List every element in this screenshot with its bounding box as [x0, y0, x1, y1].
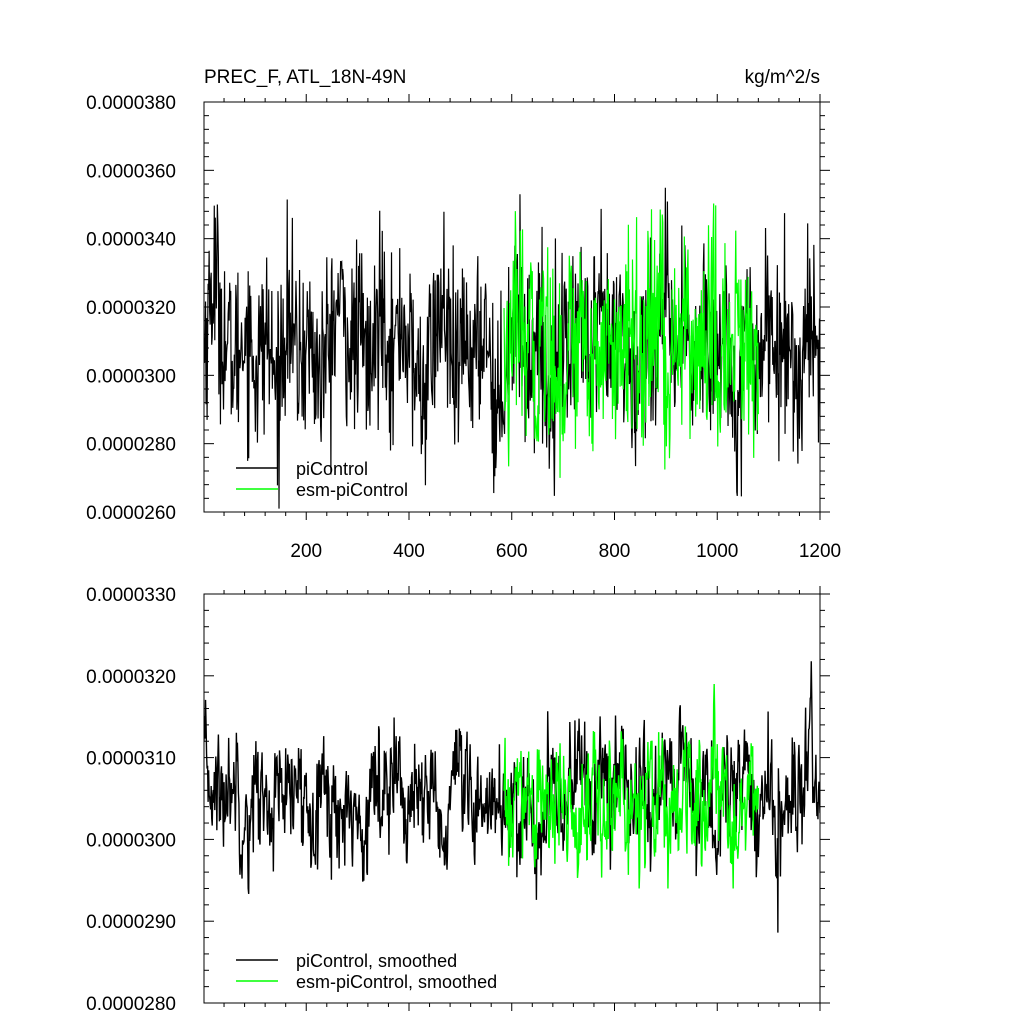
y-tick-label: 0.0000280 [86, 994, 176, 1015]
y-tick-label: 0.0000310 [86, 749, 176, 770]
bottom-panel: 0.0000280 0.0000290 0.0000300 0.0000310 0.00… [86, 585, 830, 1015]
x-tick-label: 1200 [799, 541, 841, 562]
series-line-esm-picontrol [503, 203, 759, 478]
top-panel: 200 400 600 800 1000 1200 0.0000260 0.0000280 0.… [86, 93, 841, 562]
y-tick-label: 0.0000320 [86, 298, 176, 319]
y-tick-label: 0.0000340 [86, 230, 176, 251]
chart-units: kg/m^2/s [745, 67, 820, 88]
x-tick-label: 600 [496, 541, 528, 562]
legend-label: piControl [296, 459, 368, 479]
chart-title: PREC_F, ATL_18N-49N [204, 67, 406, 88]
x-tick-label: 200 [290, 541, 322, 562]
x-tick-label: 800 [599, 541, 631, 562]
y-tick-label: 0.0000320 [86, 667, 176, 688]
y-tick-label: 0.0000280 [86, 435, 176, 456]
x-tick-label: 1000 [696, 541, 738, 562]
series-line-esm-picontrol-smoothed [503, 683, 760, 889]
y-tick-label: 0.0000300 [86, 366, 176, 387]
legend-label: esm-piControl, smoothed [296, 972, 497, 992]
y-tick-label: 0.0000360 [86, 161, 176, 182]
legend-label: esm-piControl [296, 480, 408, 500]
x-tick-label: 400 [393, 541, 425, 562]
y-tick-label: 0.0000300 [86, 830, 176, 851]
y-tick-label: 0.0000380 [86, 93, 176, 114]
legend-label: piControl, smoothed [296, 951, 457, 971]
y-tick-label: 0.0000330 [86, 585, 176, 606]
y-tick-label: 0.0000290 [86, 912, 176, 933]
y-tick-label: 0.0000260 [86, 503, 176, 524]
